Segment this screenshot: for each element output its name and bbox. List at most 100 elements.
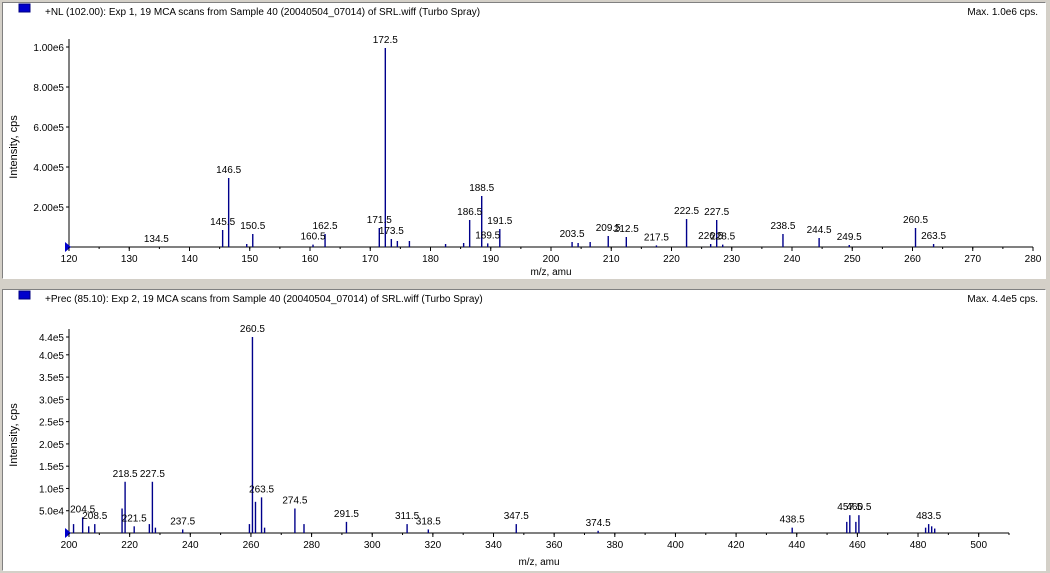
peak-label: 244.5 (807, 225, 832, 236)
peak-label: 311.5 (395, 511, 420, 522)
peak-label: 221.5 (122, 513, 147, 524)
peak-label: 189.5 (475, 230, 500, 241)
y-tick-label: 2.5e5 (39, 418, 64, 429)
x-tick-label: 280 (1025, 254, 1042, 265)
x-tick-label: 400 (667, 540, 684, 551)
x-tick-label: 180 (422, 254, 439, 265)
x-tick-label: 340 (485, 540, 502, 551)
x-tick-label: 160 (302, 254, 319, 265)
spectrum-panel-top: +NL (102.00): Exp 1, 19 MCA scans from S… (2, 2, 1046, 279)
x-tick-label: 140 (181, 254, 198, 265)
chart-title: +Prec (85.10): Exp 2, 19 MCA scans from … (45, 294, 483, 305)
x-tick-label: 440 (788, 540, 805, 551)
peak-label: 483.5 (916, 511, 941, 522)
series-marker (18, 3, 31, 13)
x-tick-label: 260 (904, 254, 921, 265)
y-tick-label: 6.00e5 (33, 123, 64, 134)
peak-label: 208.5 (82, 511, 107, 522)
peak-label: 260.5 (903, 215, 928, 226)
peak-label: 222.5 (674, 206, 699, 217)
peak-label: 186.5 (457, 207, 482, 218)
peak-label: 227.5 (704, 207, 729, 218)
peak-label: 318.5 (416, 516, 441, 527)
x-tick-label: 200 (61, 540, 78, 551)
x-tick-label: 280 (303, 540, 320, 551)
peak-label: 218.5 (113, 469, 138, 480)
x-tick-label: 200 (543, 254, 560, 265)
peak-label: 263.5 (249, 484, 274, 495)
y-tick-label: 2.00e5 (33, 203, 64, 214)
x-tick-label: 220 (121, 540, 138, 551)
peak-label: 134.5 (144, 234, 169, 245)
peak-label: 237.5 (170, 516, 195, 527)
peak-label: 217.5 (644, 232, 669, 243)
x-tick-label: 240 (182, 540, 199, 551)
peak-label: 291.5 (334, 509, 359, 520)
x-tick-label: 210 (603, 254, 620, 265)
peak-label: 238.5 (770, 221, 795, 232)
peak-label: 209.5 (596, 223, 621, 234)
x-tick-label: 500 (970, 540, 987, 551)
x-tick-label: 260 (243, 540, 260, 551)
x-tick-label: 150 (241, 254, 258, 265)
y-tick-label: 1.00e6 (33, 43, 64, 54)
peak-label: 374.5 (586, 518, 611, 529)
x-tick-label: 460 (849, 540, 866, 551)
x-tick-label: 300 (364, 540, 381, 551)
peak-label: 173.5 (379, 226, 404, 237)
peak-label: 212.5 (614, 224, 639, 235)
y-tick-label: 2.0e5 (39, 440, 64, 451)
peak-label: 145.5 (210, 217, 235, 228)
x-tick-label: 250 (844, 254, 861, 265)
peak-label: 204.5 (70, 504, 95, 515)
y-tick-label: 1.5e5 (39, 462, 64, 473)
peak-label: 160.5 (300, 232, 325, 243)
peak-label: 188.5 (469, 183, 494, 194)
peak-label: 347.5 (504, 511, 529, 522)
peak-label: 191.5 (487, 216, 512, 227)
baseline-marker-icon (65, 528, 71, 538)
x-tick-label: 320 (425, 540, 442, 551)
peak-label: 260.5 (240, 324, 265, 335)
peak-label: 203.5 (560, 229, 585, 240)
y-tick-label: 5.0e4 (39, 507, 64, 518)
spectrum-chart-bottom[interactable]: +Prec (85.10): Exp 2, 19 MCA scans from … (3, 290, 1045, 570)
x-tick-label: 270 (964, 254, 981, 265)
x-tick-label: 120 (61, 254, 78, 265)
x-tick-label: 360 (546, 540, 563, 551)
peak-label: 172.5 (373, 35, 398, 46)
y-axis-title: Intensity, cps (8, 403, 20, 467)
x-axis-title: m/z, amu (530, 267, 571, 278)
x-tick-label: 380 (606, 540, 623, 551)
peak-label: 162.5 (313, 221, 338, 232)
peak-label: 460.5 (846, 502, 871, 513)
y-tick-label: 8.00e5 (33, 83, 64, 94)
x-tick-label: 220 (663, 254, 680, 265)
peak-label: 249.5 (837, 232, 862, 243)
x-tick-label: 170 (362, 254, 379, 265)
spectrum-chart-top[interactable]: +NL (102.00): Exp 1, 19 MCA scans from S… (3, 3, 1045, 278)
x-tick-label: 190 (482, 254, 499, 265)
y-axis-title: Intensity, cps (8, 115, 20, 179)
peak-label: 146.5 (216, 165, 241, 176)
x-axis-title: m/z, amu (518, 557, 559, 568)
peak-label: 226.5 (698, 231, 723, 242)
x-tick-label: 420 (728, 540, 745, 551)
y-tick-label: 3.0e5 (39, 395, 64, 406)
y-tick-label: 4.00e5 (33, 163, 64, 174)
peak-label: 274.5 (282, 496, 307, 507)
x-tick-label: 480 (910, 540, 927, 551)
x-tick-label: 240 (784, 254, 801, 265)
spectrum-panel-bottom: +Prec (85.10): Exp 2, 19 MCA scans from … (2, 289, 1046, 571)
y-tick-label: 4.0e5 (39, 351, 64, 362)
series-marker (18, 290, 31, 300)
max-intensity-label: Max. 1.0e6 cps. (967, 7, 1038, 18)
x-tick-label: 230 (723, 254, 740, 265)
peak-label: 457.5 (837, 502, 862, 513)
y-tick-label: 4.4e5 (39, 333, 64, 344)
chart-title: +NL (102.00): Exp 1, 19 MCA scans from S… (45, 7, 480, 18)
baseline-marker-icon (65, 242, 71, 252)
peak-label: 228.5 (710, 232, 735, 243)
peak-label: 150.5 (240, 221, 265, 232)
peak-label: 227.5 (140, 469, 165, 480)
